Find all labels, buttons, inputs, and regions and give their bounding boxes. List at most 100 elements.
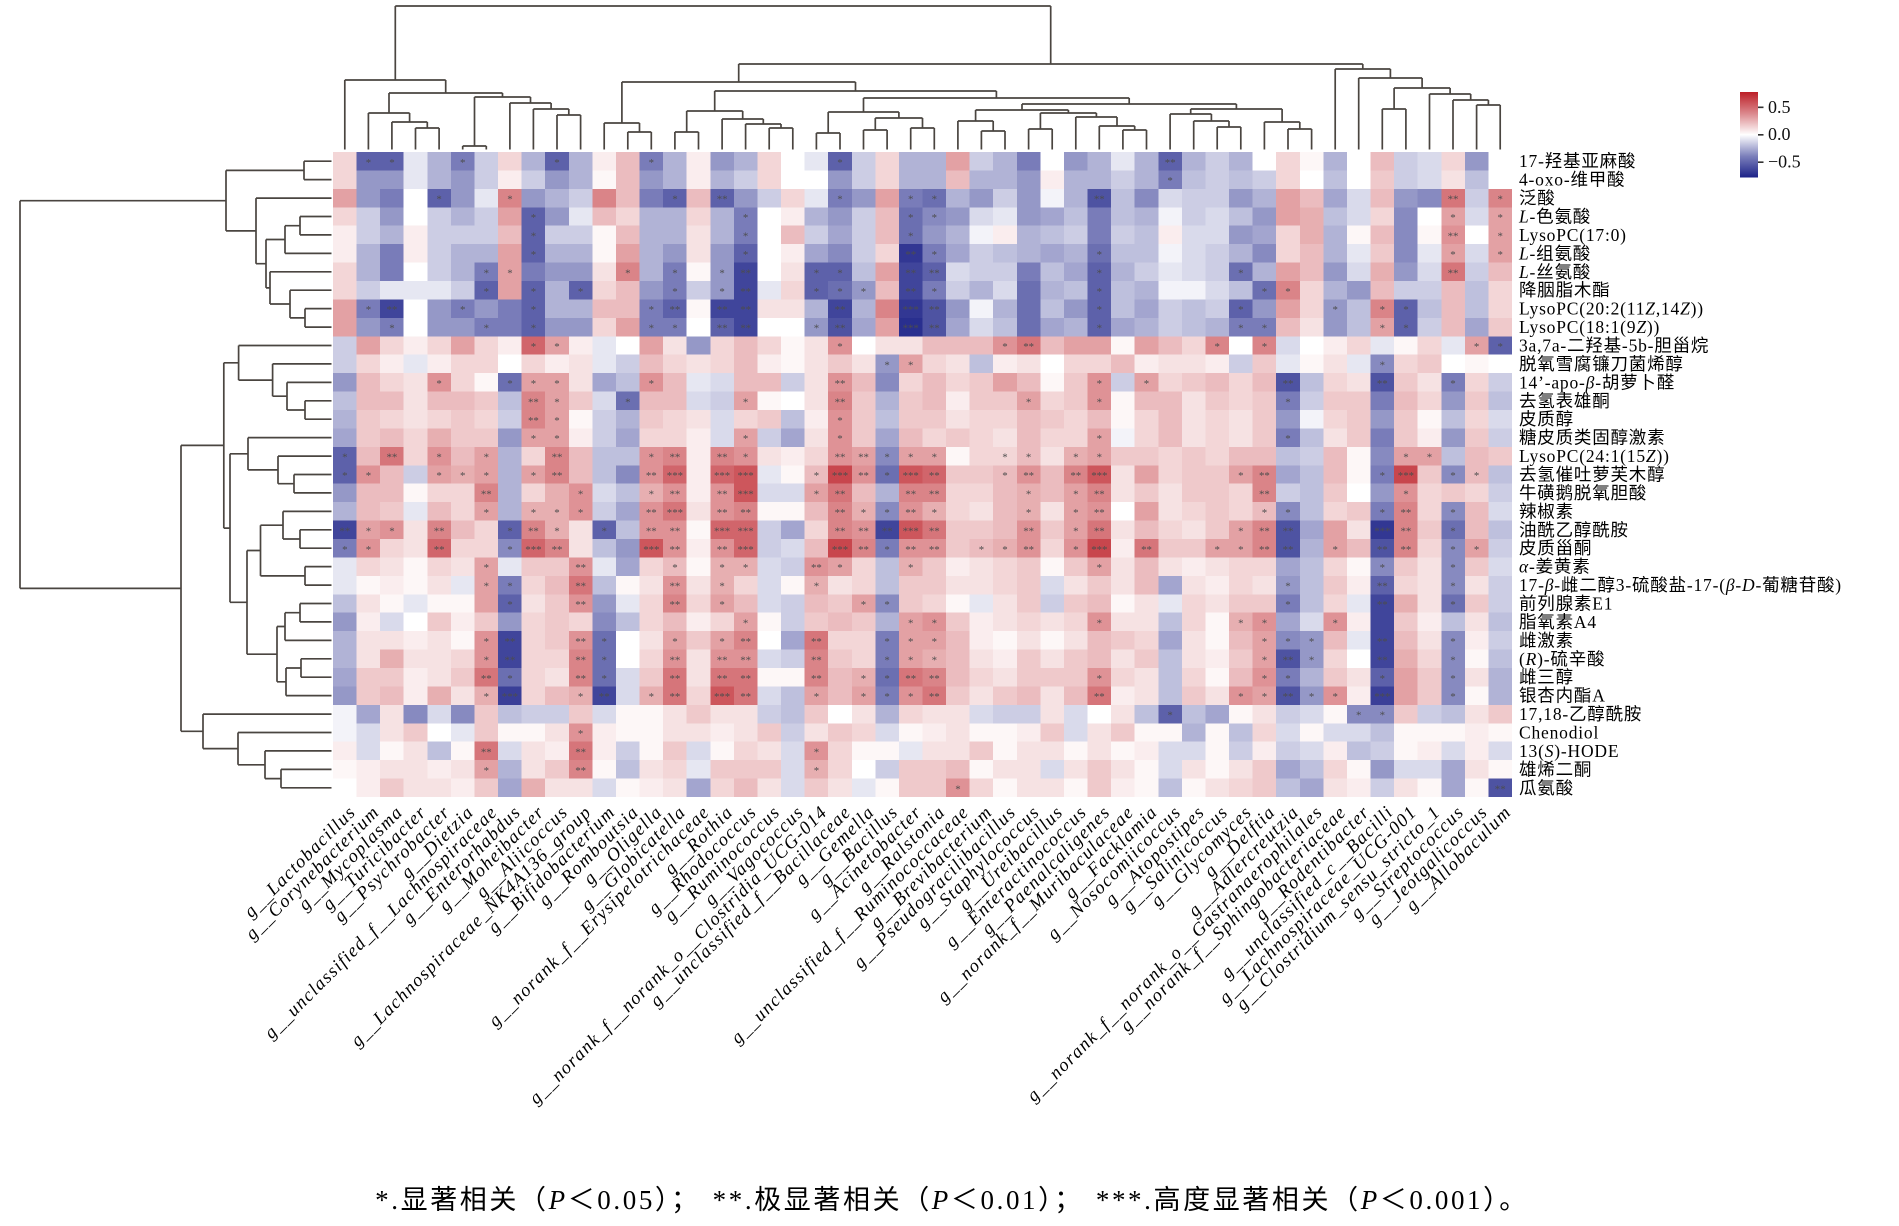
svg-text:**: ** (670, 544, 681, 556)
svg-text:*: * (1403, 452, 1408, 464)
svg-text:*: * (625, 267, 630, 279)
svg-text:*: * (1238, 267, 1243, 279)
svg-text:(R)-硫辛酸: (R)-硫辛酸 (1519, 649, 1605, 669)
svg-text:**: ** (835, 507, 846, 519)
svg-text:***: *** (903, 470, 919, 482)
svg-text:*: * (1238, 544, 1243, 556)
svg-text:***: *** (903, 525, 919, 537)
svg-text:*: * (837, 286, 842, 298)
svg-text:17-羟基亚麻酸: 17-羟基亚麻酸 (1519, 151, 1636, 171)
svg-text:**: ** (929, 470, 940, 482)
svg-text:*: * (1380, 562, 1385, 574)
svg-text:*: * (366, 544, 371, 556)
svg-text:*: * (389, 323, 394, 335)
svg-text:*: * (1285, 673, 1290, 685)
svg-text:**: ** (646, 507, 657, 519)
svg-text:*: * (837, 267, 842, 279)
svg-text:糖皮质类固醇激素: 糖皮质类固醇激素 (1519, 428, 1665, 448)
svg-text:牛磺鹅脱氧胆酸: 牛磺鹅脱氧胆酸 (1519, 483, 1647, 503)
svg-text:*: * (1073, 507, 1078, 519)
svg-text:*: * (554, 378, 559, 390)
svg-text:*: * (719, 286, 724, 298)
svg-text:*: * (578, 489, 583, 501)
svg-text:**: ** (717, 304, 728, 316)
svg-text:***: *** (737, 544, 753, 556)
svg-text:*: * (672, 323, 677, 335)
svg-text:*: * (1285, 599, 1290, 611)
svg-text:*: * (1356, 710, 1361, 722)
svg-text:*: * (601, 525, 606, 537)
svg-text:*: * (554, 507, 559, 519)
svg-text:**: ** (929, 304, 940, 316)
svg-text:**: ** (505, 636, 516, 648)
svg-text:*: * (884, 507, 889, 519)
svg-text:17-β-雌二醇3-硫酸盐-17-(β-D-葡糖苷酸): 17-β-雌二醇3-硫酸盐-17-(β-D-葡糖苷酸) (1519, 575, 1842, 595)
svg-text:*: * (554, 415, 559, 427)
svg-text:*: * (1002, 452, 1007, 464)
svg-text:*: * (1262, 323, 1267, 335)
svg-text:*: * (814, 489, 819, 501)
svg-text:*: * (672, 267, 677, 279)
svg-text:*: * (366, 525, 371, 537)
svg-text:*: * (1450, 654, 1455, 666)
svg-text:*: * (1450, 544, 1455, 556)
svg-text:**: ** (858, 544, 869, 556)
svg-text:*: * (554, 157, 559, 169)
svg-text:脂氧素A4: 脂氧素A4 (1519, 612, 1597, 632)
svg-text:*: * (1285, 286, 1290, 298)
svg-text:*: * (1380, 323, 1385, 335)
svg-text:*: * (1214, 341, 1219, 353)
svg-text:**: ** (905, 249, 916, 261)
svg-text:*: * (1497, 341, 1502, 353)
svg-text:**: ** (835, 304, 846, 316)
svg-text:*: * (884, 544, 889, 556)
svg-text:*: * (1262, 341, 1267, 353)
svg-text:***: *** (525, 544, 541, 556)
svg-text:*: * (814, 470, 819, 482)
svg-text:**: ** (929, 673, 940, 685)
svg-text:*: * (932, 618, 937, 630)
svg-text:**: ** (481, 747, 492, 759)
svg-text:***: *** (832, 470, 848, 482)
svg-text:*: * (1380, 507, 1385, 519)
svg-text:*: * (484, 691, 489, 703)
svg-text:*: * (932, 636, 937, 648)
svg-text:0.0: 0.0 (1768, 124, 1791, 144)
svg-text:*: * (484, 286, 489, 298)
svg-text:*: * (1450, 581, 1455, 593)
svg-text:*: * (932, 507, 937, 519)
svg-text:*: * (837, 433, 842, 445)
svg-text:−0.5: −0.5 (1768, 152, 1801, 172)
svg-text:皮质醇: 皮质醇 (1519, 409, 1574, 429)
svg-text:*: * (1497, 212, 1502, 224)
svg-text:*: * (1097, 304, 1102, 316)
svg-text:*: * (554, 396, 559, 408)
svg-text:**: ** (740, 286, 751, 298)
svg-text:*: * (484, 654, 489, 666)
svg-text:**: ** (339, 525, 350, 537)
svg-text:*: * (1238, 525, 1243, 537)
svg-text:**: ** (670, 489, 681, 501)
svg-text:*: * (908, 212, 913, 224)
svg-text:*: * (1403, 489, 1408, 501)
svg-text:*: * (507, 544, 512, 556)
svg-text:*: * (861, 286, 866, 298)
svg-text:*: * (837, 157, 842, 169)
svg-text:*: * (601, 654, 606, 666)
svg-text:银杏内酯A: 银杏内酯A (1519, 686, 1606, 706)
svg-text:LysoPC(20:2(11Z,14Z)): LysoPC(20:2(11Z,14Z)) (1519, 299, 1704, 319)
svg-text:***: *** (1374, 691, 1390, 703)
svg-text:**: ** (929, 544, 940, 556)
svg-text:**: ** (1023, 470, 1034, 482)
svg-text:*: * (578, 728, 583, 740)
svg-text:*: * (484, 323, 489, 335)
svg-text:**: ** (434, 544, 445, 556)
svg-text:*: * (1285, 507, 1290, 519)
svg-text:*: * (814, 267, 819, 279)
svg-text:***: *** (737, 489, 753, 501)
svg-text:***: *** (502, 691, 518, 703)
svg-text:**: ** (717, 489, 728, 501)
svg-text:*: * (1285, 433, 1290, 445)
svg-text:**: ** (740, 267, 751, 279)
svg-text:**: ** (575, 581, 586, 593)
